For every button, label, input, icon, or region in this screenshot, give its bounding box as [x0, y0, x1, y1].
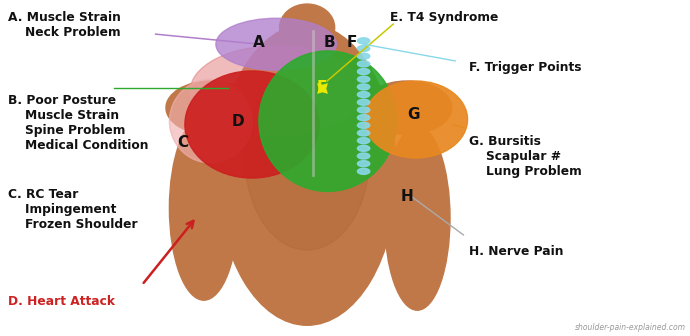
Text: E. T4 Syndrome: E. T4 Syndrome	[390, 11, 498, 24]
Circle shape	[357, 69, 370, 75]
Text: G: G	[408, 107, 420, 122]
Ellipse shape	[185, 71, 319, 178]
Text: H. Nerve Pain: H. Nerve Pain	[469, 245, 564, 258]
Ellipse shape	[362, 81, 452, 134]
Circle shape	[357, 145, 370, 151]
Text: A: A	[253, 35, 265, 50]
Ellipse shape	[245, 66, 369, 250]
Text: G. Bursitis
    Scapular #
    Lung Problem: G. Bursitis Scapular # Lung Problem	[469, 134, 582, 177]
Text: B. Poor Posture
    Muscle Strain
    Spine Problem
    Medical Condition: B. Poor Posture Muscle Strain Spine Prob…	[8, 94, 148, 153]
Circle shape	[357, 107, 370, 113]
Ellipse shape	[170, 116, 238, 300]
Circle shape	[357, 53, 370, 59]
Text: F. Trigger Points: F. Trigger Points	[469, 61, 582, 74]
Circle shape	[357, 38, 370, 44]
Text: B: B	[324, 35, 335, 50]
Ellipse shape	[364, 81, 468, 158]
Ellipse shape	[216, 18, 337, 70]
Circle shape	[357, 99, 370, 105]
Circle shape	[357, 92, 370, 97]
Ellipse shape	[384, 126, 450, 310]
Text: H: H	[401, 189, 413, 204]
Circle shape	[357, 84, 370, 90]
Circle shape	[357, 168, 370, 174]
Circle shape	[357, 45, 370, 51]
Ellipse shape	[279, 4, 335, 51]
Circle shape	[357, 161, 370, 167]
Text: C: C	[177, 135, 189, 151]
Text: C. RC Tear
    Impingement
    Frozen Shoulder: C. RC Tear Impingement Frozen Shoulder	[8, 188, 137, 231]
Circle shape	[357, 122, 370, 128]
Circle shape	[357, 76, 370, 82]
Circle shape	[357, 115, 370, 121]
Text: F: F	[346, 35, 357, 50]
Text: D: D	[232, 114, 244, 129]
Circle shape	[357, 130, 370, 136]
Text: E: E	[317, 80, 328, 95]
Text: shoulder-pain-explained.com: shoulder-pain-explained.com	[575, 323, 686, 332]
Text: A. Muscle Strain
    Neck Problem: A. Muscle Strain Neck Problem	[8, 11, 121, 39]
Ellipse shape	[217, 24, 397, 325]
Ellipse shape	[170, 79, 252, 163]
Circle shape	[357, 138, 370, 144]
Ellipse shape	[259, 51, 397, 192]
Circle shape	[357, 61, 370, 67]
Text: D. Heart Attack: D. Heart Attack	[8, 295, 115, 308]
Ellipse shape	[190, 46, 362, 136]
Ellipse shape	[166, 81, 255, 134]
Circle shape	[357, 153, 370, 159]
